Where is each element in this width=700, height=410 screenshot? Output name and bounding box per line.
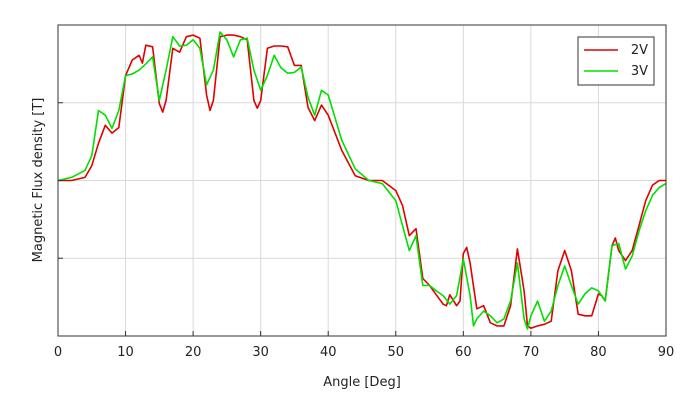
legend-box <box>577 36 655 86</box>
series-line <box>57 31 667 330</box>
x-tick-label: 90 <box>658 345 675 360</box>
x-tick-label: 30 <box>252 345 269 360</box>
x-tick-label: 10 <box>117 345 134 360</box>
x-tick-label: 0 <box>54 345 62 360</box>
x-tick-label: 20 <box>185 345 202 360</box>
x-tick-label: 60 <box>455 345 472 360</box>
series-line <box>58 34 666 329</box>
x-axis-label: Angle [Deg] <box>323 375 401 390</box>
legend-label: 3V <box>631 64 648 79</box>
x-tick-label: 80 <box>590 345 607 360</box>
legend-label: 2V <box>631 43 648 58</box>
y-axis-label: Magnetic Flux density [T] <box>31 98 46 263</box>
x-tick-label: 70 <box>523 345 540 360</box>
x-tick-label: 50 <box>388 345 405 360</box>
x-tick-label: 40 <box>320 345 337 360</box>
